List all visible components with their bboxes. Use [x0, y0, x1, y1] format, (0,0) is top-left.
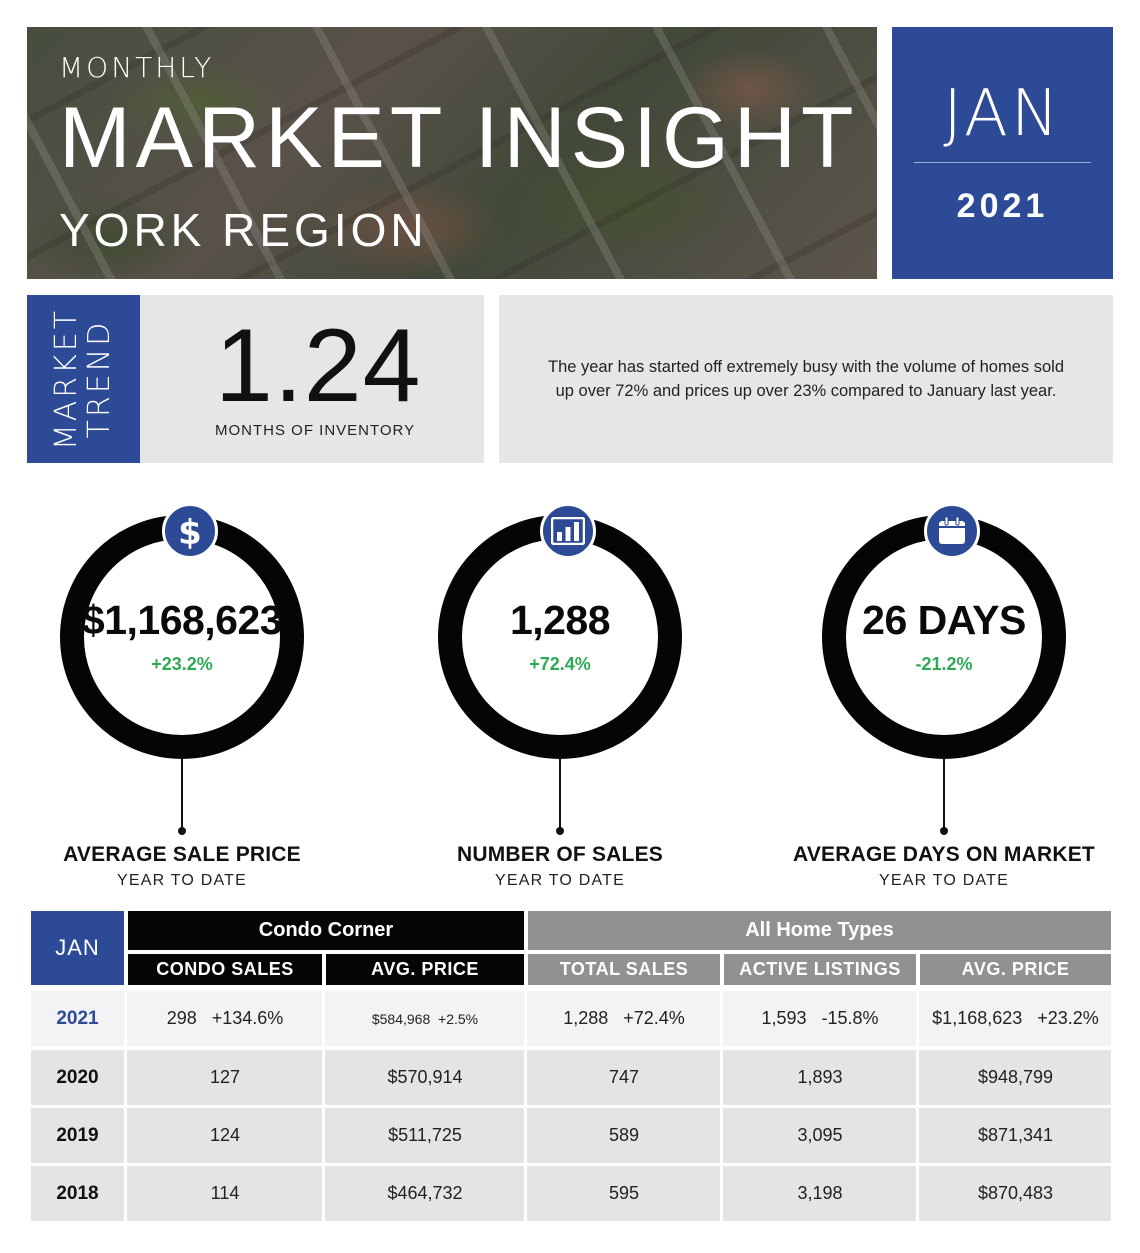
group-header-condo: Condo Corner [128, 911, 524, 950]
kpi-connector-dot [556, 827, 564, 835]
cell-total-sales: 1,288 +72.4% [563, 1008, 685, 1028]
market-trend-tab: MARKET TREND [27, 295, 140, 463]
kpi-value: 26 DAYS [862, 597, 1026, 643]
sales-comparison-table: JAN Condo Corner All Home Types CONDO SA… [31, 911, 1111, 1226]
cell-condo-sales: 298 +134.6% [166, 1008, 284, 1028]
report-date-box: JAN 2021 [892, 27, 1113, 279]
column-header-total-sales: TOTAL SALES [528, 954, 720, 985]
row-year: 2020 [56, 1066, 99, 1088]
cell-active-listings: 1,593 -15.8% [761, 1008, 879, 1028]
table-row [31, 1166, 1111, 1221]
cell-active-listings: 3,198 [797, 1183, 843, 1203]
market-trend-panel: MARKET TREND 1.24 MONTHS OF INVENTORY [27, 295, 484, 463]
kpi-sublabel: YEAR TO DATE [495, 872, 625, 889]
kpi-label: NUMBER OF SALES [456, 843, 663, 866]
table-corner-month: JAN [31, 911, 124, 985]
header-kicker: MONTHLY [59, 51, 215, 84]
row-year: 2018 [56, 1182, 99, 1204]
column-divider [322, 991, 325, 1226]
cell-all-avg-price: $948,799 [977, 1067, 1054, 1087]
cell-condo-avg-price: $584,968 +2.5% [371, 1010, 479, 1027]
header-banner-photo: MONTHLY MARKET INSIGHT YORK REGION [27, 27, 877, 279]
kpi-connector-line [943, 759, 945, 831]
kpi-connector-line [181, 759, 183, 831]
kpi-change: +23.2% [151, 654, 213, 674]
column-divider [916, 991, 919, 1226]
kpi-connector-line [559, 759, 561, 831]
kpi-change: +72.4% [529, 654, 591, 674]
group-header-all-home-types: All Home Types [528, 911, 1111, 950]
kpi-change: -21.2% [915, 654, 973, 674]
column-divider [720, 991, 723, 1226]
column-header-condo-sales: CONDO SALES [128, 954, 322, 985]
cell-condo-sales: 127 [209, 1067, 241, 1087]
column-divider [124, 991, 127, 1226]
market-trend-label-line1: MARKET [49, 307, 84, 451]
table-row [31, 1108, 1111, 1163]
cell-condo-sales: 124 [209, 1125, 241, 1145]
kpi-sublabel: YEAR TO DATE [117, 872, 247, 889]
report-month: JAN [943, 77, 1062, 151]
column-divider [524, 991, 527, 1226]
kpi-value: $1,168,623 [81, 597, 283, 643]
cell-condo-avg-price: $511,725 [388, 1125, 462, 1145]
months-of-inventory-value: 1.24 [215, 308, 422, 424]
date-divider [914, 162, 1091, 163]
region-name: YORK REGION [59, 204, 428, 256]
page-title: MARKET INSIGHT [59, 90, 859, 186]
kpi-label: AVERAGE DAYS ON MARKET [793, 843, 1095, 866]
kpi-value: 1,288 [509, 597, 611, 643]
cell-all-avg-price: $1,168,623 +23.2% [932, 1008, 1099, 1028]
cell-total-sales: 747 [608, 1067, 640, 1087]
market-trend-label: MARKET TREND [49, 307, 117, 451]
table-row [31, 991, 1111, 1046]
column-header-active-listings: ACTIVE LISTINGS [724, 954, 916, 985]
calendar-icon [924, 503, 980, 559]
cell-all-avg-price: $870,483 [977, 1183, 1054, 1203]
market-trend-label-line2: TREND [82, 319, 117, 439]
cell-condo-sales: 114 [210, 1183, 240, 1203]
cell-active-listings: 1,893 [797, 1067, 843, 1087]
cell-total-sales: 589 [608, 1125, 640, 1145]
cell-total-sales: 595 [608, 1183, 640, 1203]
market-summary-panel: The year has started off extremely busy … [499, 295, 1113, 463]
column-header-all-avg-price: AVG. PRICE [920, 954, 1111, 985]
dollar-icon: $ [162, 503, 218, 559]
row-year: 2021 [56, 1007, 99, 1029]
column-header-condo-avg-price: AVG. PRICE [326, 954, 524, 985]
svg-text:$: $ [178, 513, 202, 549]
cell-all-avg-price: $871,341 [977, 1125, 1054, 1145]
cell-active-listings: 3,095 [797, 1125, 843, 1145]
kpi-connector-dot [940, 827, 948, 835]
kpi-connector-dot [178, 827, 186, 835]
kpi-sublabel: YEAR TO DATE [879, 872, 1009, 889]
kpi-label: AVERAGE SALE PRICE [63, 843, 301, 866]
row-year: 2019 [56, 1124, 99, 1146]
table-row [31, 1050, 1111, 1105]
cell-condo-avg-price: $570,914 [387, 1067, 463, 1087]
bar-chart-icon [540, 503, 596, 559]
cell-condo-avg-price: $464,732 [387, 1183, 463, 1203]
report-year: 2021 [956, 187, 1049, 225]
market-summary-text: The year has started off extremely busy … [547, 358, 1065, 400]
months-of-inventory-caption: MONTHS OF INVENTORY [215, 422, 416, 439]
